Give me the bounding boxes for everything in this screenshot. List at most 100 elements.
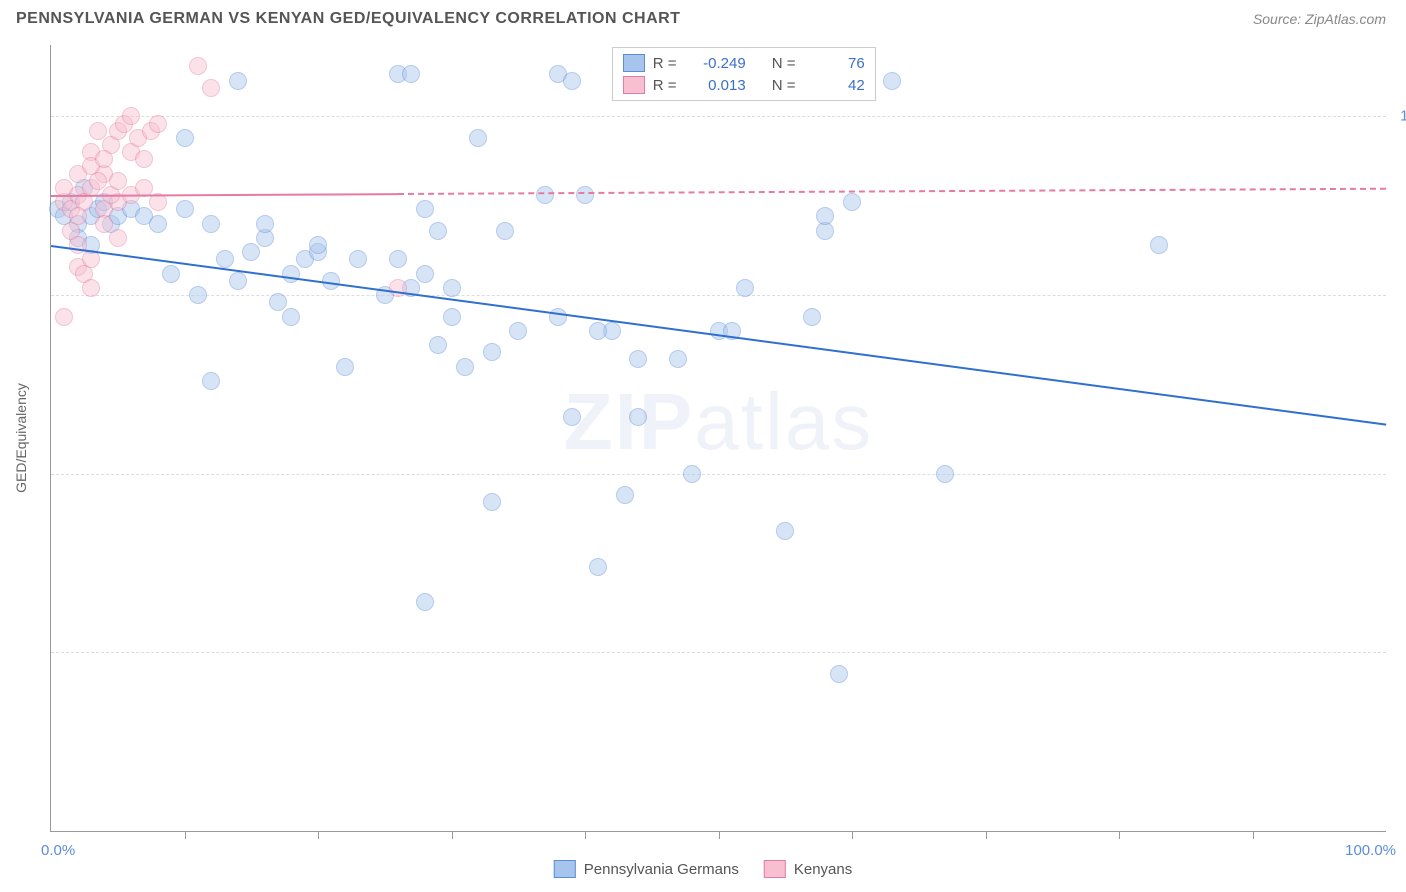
data-point [496,222,514,240]
data-point [202,79,220,97]
data-point [443,279,461,297]
x-axis-min-label: 0.0% [41,842,75,859]
data-point [189,57,207,75]
data-point [536,186,554,204]
x-axis-max-label: 100.0% [1345,842,1396,859]
data-point [576,186,594,204]
data-point [162,265,180,283]
data-point [309,236,327,254]
stats-legend: R = -0.249 N = 76 R = 0.013 N = 42 [612,47,876,101]
data-point [122,107,140,125]
data-point [429,336,447,354]
data-point [443,308,461,326]
gridline [51,295,1386,296]
legend-label: Kenyans [794,861,852,878]
y-tick-label: 100.0% [1400,108,1406,125]
data-point [429,222,447,240]
gridline [51,474,1386,475]
y-axis-label: GED/Equivalency [13,383,29,493]
data-point [135,150,153,168]
data-point [282,308,300,326]
data-point [830,665,848,683]
legend-label: Pennsylvania Germans [584,861,739,878]
data-point [843,193,861,211]
chart-container: GED/Equivalency ZIPatlas R =-0.249N =76R… [50,45,1386,832]
n-value: 76 [810,55,865,72]
source-label: Source: ZipAtlas.com [1253,11,1386,27]
data-point [683,465,701,483]
data-point [149,215,167,233]
x-tick [986,831,987,839]
n-value: 42 [810,77,865,94]
trend-line [51,245,1386,426]
data-point [563,72,581,90]
data-point [89,122,107,140]
data-point [1150,236,1168,254]
r-label: R = [653,77,683,94]
x-tick [719,831,720,839]
data-point [416,200,434,218]
data-point [256,215,274,233]
x-tick [585,831,586,839]
data-point [229,272,247,290]
legend-item: Pennsylvania Germans [554,860,739,878]
stats-row: R = -0.249 N = 76 [623,52,865,74]
r-label: R = [653,55,683,72]
data-point [149,115,167,133]
x-tick [452,831,453,839]
data-point [176,129,194,147]
data-point [629,408,647,426]
data-point [229,72,247,90]
data-point [616,486,634,504]
data-point [589,322,607,340]
data-point [469,129,487,147]
data-point [456,358,474,376]
n-label: N = [772,55,802,72]
data-point [483,493,501,511]
data-point [776,522,794,540]
data-point [816,207,834,225]
stats-row: R = 0.013 N = 42 [623,74,865,96]
r-value: -0.249 [691,55,746,72]
data-point [936,465,954,483]
legend-swatch [764,860,786,878]
data-point [176,200,194,218]
data-point [82,279,100,297]
data-point [95,215,113,233]
x-tick [185,831,186,839]
legend-swatch [623,54,645,72]
data-point [109,229,127,247]
data-point [736,279,754,297]
data-point [402,65,420,83]
trend-line [51,193,398,197]
data-point [563,408,581,426]
legend-swatch [623,76,645,94]
x-tick [1119,831,1120,839]
data-point [202,215,220,233]
data-point [189,286,207,304]
r-value: 0.013 [691,77,746,94]
data-point [216,250,234,268]
x-tick [1253,831,1254,839]
data-point [269,293,287,311]
data-point [202,372,220,390]
data-point [416,593,434,611]
plot-area: GED/Equivalency ZIPatlas R =-0.249N =76R… [50,45,1386,832]
gridline [51,116,1386,117]
footer-legend: Pennsylvania Germans Kenyans [554,860,852,878]
data-point [629,350,647,368]
legend-swatch [554,860,576,878]
data-point [669,350,687,368]
data-point [509,322,527,340]
data-point [242,243,260,261]
data-point [109,172,127,190]
data-point [483,343,501,361]
data-point [803,308,821,326]
n-label: N = [772,77,802,94]
x-tick [318,831,319,839]
data-point [95,150,113,168]
chart-title: PENNSYLVANIA GERMAN VS KENYAN GED/EQUIVA… [16,10,680,28]
data-point [349,250,367,268]
data-point [883,72,901,90]
watermark: ZIPatlas [564,376,873,468]
